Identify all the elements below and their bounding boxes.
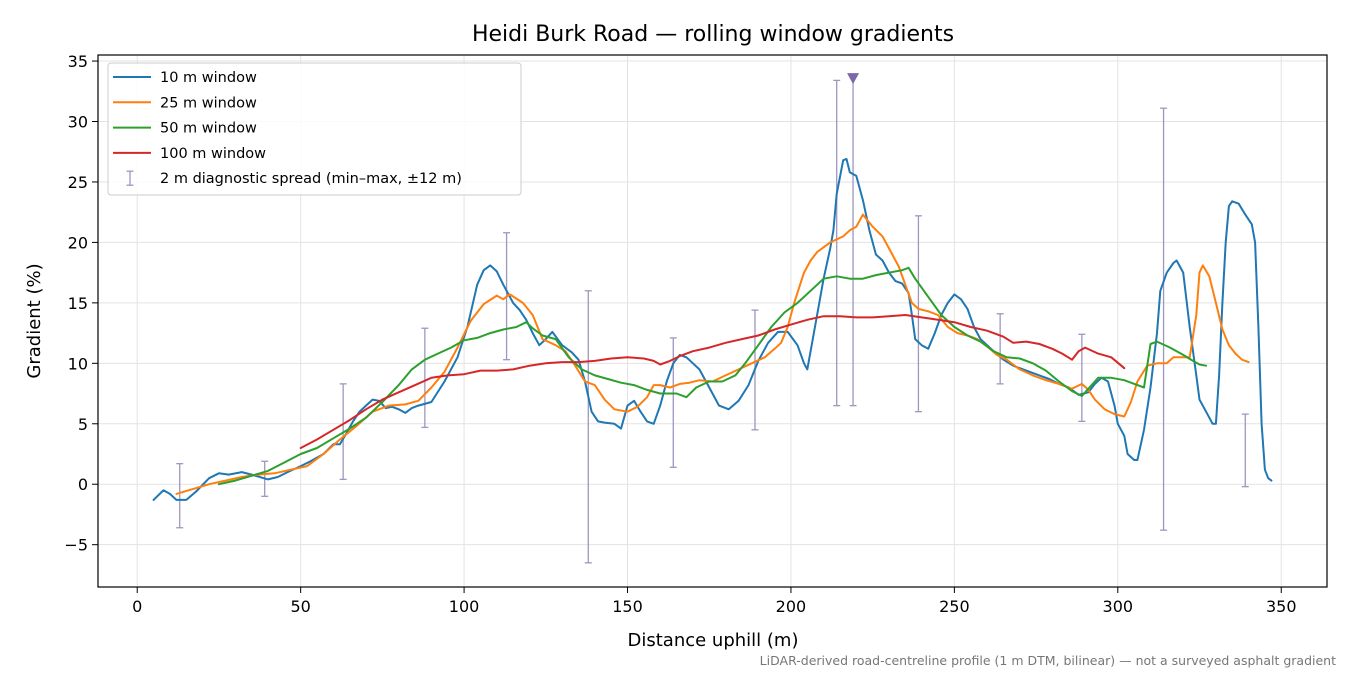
y-tick-label: 15 [68,294,88,313]
legend-label: 100 m window [160,146,266,162]
y-tick-label: 0 [78,475,88,494]
y-tick-label: 35 [68,52,88,71]
y-tick-label: 25 [68,173,88,192]
plot-area [152,73,1273,564]
y-tick-label: 30 [68,113,88,132]
legend-label: 2 m diagnostic spread (min–max, ±12 m) [160,171,462,187]
legend-label: 10 m window [160,70,257,86]
errorbar [996,313,1004,385]
legend-box [107,62,522,196]
y-tick-label: 10 [68,354,88,373]
legend-errorbar-swatch [126,170,134,186]
y-tick-label: 5 [78,415,88,434]
x-axis-ticks: 0 50 100 150 200 250 300 350 [132,587,1297,616]
series-line-2 [175,213,1250,495]
footnote: LiDAR-derived road-centreline profile (1… [760,653,1336,668]
errorbar [849,76,857,407]
x-tick-label: 300 [1103,597,1134,616]
x-tick-label: 150 [612,597,643,616]
errorbar [1160,107,1168,531]
axes-frame [97,54,1328,588]
grid-lines [98,55,1327,587]
y-axis-ticks: −5 0 5 10 15 20 25 30 35 [64,52,98,555]
x-tick-label: 350 [1266,597,1297,616]
y-tick-label: 20 [68,233,88,252]
errorbar [914,215,922,413]
peak-marker [847,73,860,85]
errorbar [176,463,184,529]
y-tick-label: −5 [64,536,88,555]
legend-label: 50 m window [160,121,257,137]
errorbar [421,327,429,429]
y-axis-label: Gradient (%) [24,263,45,378]
errorbar [1241,413,1249,488]
series-line-3 [217,266,1208,486]
errorbar [584,290,592,564]
legend-label: 25 m window [160,95,257,111]
series-line-4 [299,314,1126,449]
legend: 10 m window 25 m window 50 m window 100 m w… [107,62,522,196]
x-tick-label: 0 [132,597,142,616]
chart-title: Heidi Burk Road — rolling window gradien… [472,22,954,47]
x-tick-label: 250 [939,597,970,616]
series-line-1 [152,158,1273,501]
x-axis-label: Distance uphill (m) [628,630,799,651]
errorbar [833,79,841,407]
x-tick-label: 100 [449,597,480,616]
x-tick-label: 50 [290,597,310,616]
x-tick-label: 200 [776,597,807,616]
